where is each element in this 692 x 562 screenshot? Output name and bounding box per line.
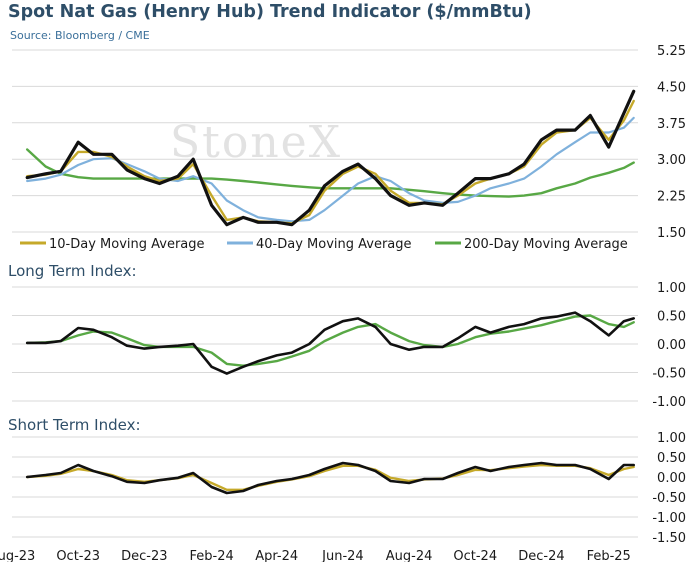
legend-label: 40-Day Moving Average [256,237,412,252]
y-tick-label: 0.50 [657,451,686,466]
y-tick-label: 1.00 [657,431,686,446]
legend-label: 200-Day Moving Average [464,237,628,252]
series-price-line [25,89,636,227]
x-tick-label: Feb-25 [587,549,631,562]
x-tick-label: Oct-23 [56,549,100,562]
y-tick-label: 0.00 [657,338,686,353]
short-term-panel: 1.00 0.50 0.00 -0.50 -1.00 -1.50 [12,431,686,546]
long-term-panel: 1.00 0.50 0.00 -0.50 -1.00 [12,281,686,410]
y-tick-label: -0.50 [652,491,686,506]
y-tick-label: -1.00 [652,395,686,410]
series-smoothed-line [26,463,635,491]
y-tick-label: 5.25 [657,44,686,59]
x-tick-label: Dec-24 [518,549,564,562]
series-index-line [25,311,636,375]
short-term-title: Short Term Index: [8,416,141,434]
y-tick-label: 1.50 [657,226,686,241]
x-axis: Aug-23 Oct-23 Dec-23 Feb-24 Apr-24 Jun-24 Aug-… [0,549,631,562]
x-tick-label: Feb-24 [190,549,234,562]
legend: 10-Day Moving Average 40-Day Moving Avera… [20,237,628,252]
x-tick-label: Oct-24 [453,549,497,562]
y-tick-label: 3.00 [657,153,686,168]
series-40-day-moving-average-line [26,116,635,223]
series-smoothed-line [26,314,635,367]
x-tick-label: Aug-23 [0,549,35,562]
y-tick-label: 0.00 [657,471,686,486]
y-tick-label: 4.50 [657,80,686,95]
long-term-title: Long Term Index: [8,262,137,280]
y-tick-label: 1.00 [657,281,686,296]
source-note: Source: Bloomberg / CME [10,29,150,42]
y-tick-label: -0.50 [652,367,686,382]
y-tick-label: 0.50 [657,310,686,325]
y-tick-label: -1.00 [652,511,686,526]
y-tick-label: 3.75 [657,117,686,132]
stonex-watermark: StoneX [170,117,342,168]
series-index-line [25,461,636,495]
chart-title: Spot Nat Gas (Henry Hub) Trend Indicator… [8,2,532,22]
series-10-day-moving-average-line [26,99,635,225]
x-tick-label: Dec-23 [121,549,167,562]
x-tick-label: Aug-24 [386,549,433,562]
legend-label: 10-Day Moving Average [49,237,205,252]
x-tick-label: Jun-24 [321,549,364,562]
y-tick-label: 2.25 [657,190,686,205]
price-panel: 5.25 4.50 3.75 3.00 2.25 1.50 [12,44,686,241]
series-200-day-moving-average-line [26,148,635,198]
x-tick-label: Apr-24 [255,549,298,562]
y-tick-label: -1.50 [652,531,686,546]
